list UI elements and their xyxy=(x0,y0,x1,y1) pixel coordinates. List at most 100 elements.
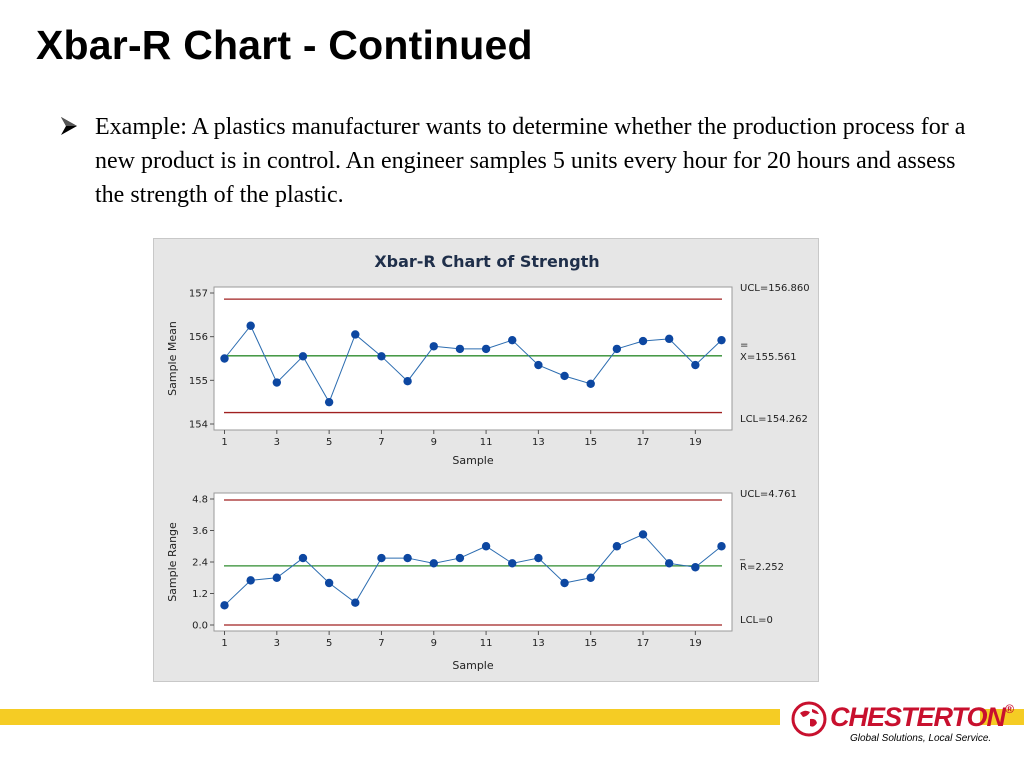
mean-xtick-label: 1 xyxy=(221,437,227,448)
range-data-point xyxy=(455,553,465,563)
logo-tagline: Global Solutions, Local Service. xyxy=(850,733,992,744)
chart-title: Xbar-R Chart of Strength xyxy=(374,252,599,271)
mean-data-point xyxy=(534,360,543,370)
mean-center-bar: = xyxy=(740,340,748,351)
range-plot-area xyxy=(213,492,733,632)
mean-yaxis-label: Sample Mean xyxy=(166,321,179,396)
range-center-bar: _ xyxy=(739,550,746,561)
range-data-point xyxy=(586,573,595,582)
range-data-point xyxy=(664,559,674,568)
arrow-bullet-icon xyxy=(61,117,77,135)
range-data-point xyxy=(560,578,569,588)
mean-xtick-label: 3 xyxy=(274,437,280,448)
mean-data-point xyxy=(272,378,282,387)
range-data-point xyxy=(377,553,386,563)
range-data-point xyxy=(534,553,543,563)
range-ytick-label: 0.0 xyxy=(192,621,208,632)
mean-data-point xyxy=(246,321,255,330)
range-data-point xyxy=(429,559,438,568)
mean-data-point xyxy=(455,344,465,354)
mean-data-point xyxy=(586,379,595,389)
mean-ytick-label: 156 xyxy=(189,332,208,343)
mean-xtick-label: 17 xyxy=(637,437,650,448)
logo-wordmark: CHESTERTON® xyxy=(830,702,1014,733)
mean-xtick-label: 5 xyxy=(326,437,332,448)
range-data-point xyxy=(246,576,255,585)
bullet-text: Example: A plastics manufacturer wants t… xyxy=(95,114,966,208)
mean-data-point xyxy=(664,334,674,344)
mean-center-label: X=155.561 xyxy=(740,352,797,363)
mean-data-point xyxy=(377,352,386,361)
mean-xtick-label: 11 xyxy=(480,437,493,448)
mean-xtick-label: 9 xyxy=(431,437,437,448)
range-yaxis-label: Sample Range xyxy=(166,522,179,602)
range-xtick-label: 1 xyxy=(221,638,227,649)
range-data-point xyxy=(324,578,334,588)
range-xtick-label: 13 xyxy=(532,638,545,649)
mean-data-point xyxy=(324,397,334,407)
range-xtick-label: 7 xyxy=(378,638,384,649)
range-xaxis-label: Sample xyxy=(452,659,493,672)
range-ytick-label: 3.6 xyxy=(192,526,208,537)
range-data-point xyxy=(272,573,282,582)
mean-xtick-label: 15 xyxy=(584,437,597,448)
footer-bar-right xyxy=(980,709,1024,725)
range-data-point xyxy=(717,542,726,551)
range-xtick-label: 5 xyxy=(326,638,332,649)
mean-ytick-label: 154 xyxy=(189,420,208,431)
range-data-point xyxy=(298,553,308,563)
logo-wordmark-text: CHESTERTON xyxy=(830,702,1006,732)
mean-data-point xyxy=(351,330,360,339)
mean-data-point xyxy=(638,336,648,346)
range-ytick-label: 1.2 xyxy=(192,589,208,600)
range-data-point xyxy=(481,542,491,551)
mean-data-point xyxy=(429,342,438,351)
range-lcl-label: LCL=0 xyxy=(740,615,773,626)
range-data-point xyxy=(220,601,229,610)
mean-ucl-label: UCL=156.860 xyxy=(740,283,810,294)
range-data-point xyxy=(351,598,360,607)
range-data-point xyxy=(508,559,517,568)
range-xtick-label: 15 xyxy=(584,638,597,649)
mean-series-line xyxy=(224,324,722,404)
mean-plot-area xyxy=(213,286,733,431)
range-ytick-label: 4.8 xyxy=(192,495,208,506)
range-series-line xyxy=(224,533,722,606)
slide-title: Xbar-R Chart - Continued xyxy=(36,22,533,68)
mean-data-point xyxy=(298,352,308,361)
xbar-r-chart-panel: Xbar-R Chart of Strength 154 155 156 157 1 3 5… xyxy=(153,238,819,682)
range-ucl-label: UCL=4.761 xyxy=(740,489,797,500)
mean-data-point xyxy=(508,335,517,345)
mean-xtick-label: 19 xyxy=(689,437,702,448)
globe-logo-icon xyxy=(791,701,827,737)
mean-data-point xyxy=(403,377,412,386)
mean-data-point xyxy=(717,335,726,345)
range-data-point xyxy=(638,530,648,539)
mean-data-point xyxy=(691,360,700,370)
range-xtick-label: 11 xyxy=(480,638,493,649)
logo-registered: ® xyxy=(1005,702,1014,716)
mean-data-point xyxy=(612,344,622,354)
mean-xaxis-label: Sample xyxy=(452,454,493,467)
chesterton-logo: CHESTERTON® Global Solutions, Local Serv… xyxy=(790,698,1014,746)
range-ytick-label: 2.4 xyxy=(192,558,208,569)
footer-bar-left xyxy=(0,709,780,725)
mean-ytick-label: 155 xyxy=(189,376,208,387)
range-chart: 0.01.22.43.64.81 3 5 7 9 11 13 15 17 19SampleSamp… xyxy=(166,489,797,672)
range-data-point xyxy=(612,542,622,551)
range-xtick-label: 3 xyxy=(274,638,280,649)
mean-data-point xyxy=(481,344,491,354)
range-center-label: R=2.252 xyxy=(740,562,784,573)
range-xtick-label: 17 xyxy=(637,638,650,649)
mean-ytick-label: 157 xyxy=(189,289,208,300)
mean-data-point xyxy=(220,354,229,363)
mean-data-point xyxy=(560,371,569,381)
range-xtick-label: 9 xyxy=(431,638,437,649)
mean-xtick-label: 7 xyxy=(378,437,384,448)
range-data-point xyxy=(691,563,700,572)
range-xtick-label: 19 xyxy=(689,638,702,649)
range-data-point xyxy=(403,553,412,563)
mean-xtick-label: 13 xyxy=(532,437,545,448)
